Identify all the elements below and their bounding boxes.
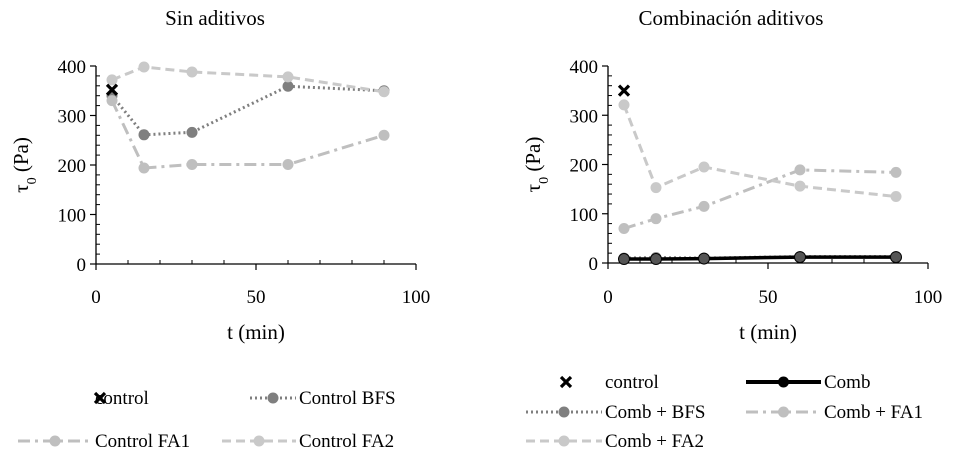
y-tick-label: 0 (589, 254, 599, 275)
legend-marker (778, 376, 789, 388)
legend-item: Control BFS (250, 388, 396, 409)
data-point (106, 74, 118, 86)
series-control (617, 84, 631, 97)
data-point (794, 180, 806, 192)
y-tick-label: 0 (77, 255, 87, 276)
data-point (698, 161, 710, 173)
legend-marker (558, 406, 570, 418)
legend-item: control (559, 372, 659, 393)
legend-label: Comb + BFS (605, 402, 705, 423)
chart-title: Sin aditivos (165, 6, 265, 30)
data-point (186, 159, 198, 171)
legend-item: Comb (746, 372, 870, 393)
series-comb-fa1 (618, 164, 902, 235)
legend-label: Control FA1 (95, 431, 190, 452)
data-point (138, 162, 150, 174)
data-point-x-marker (617, 84, 631, 97)
data-point (618, 223, 630, 235)
y-tick-label: 200 (58, 156, 87, 177)
x-tick-label: 100 (402, 287, 431, 308)
data-point (282, 80, 294, 92)
data-point (890, 251, 902, 264)
x-tick-label: 50 (247, 287, 266, 308)
x-tick-label: 0 (91, 287, 101, 308)
legend-marker (49, 435, 61, 447)
x-axis-label: t (min) (739, 320, 797, 344)
legend-item: Control FA1 (18, 431, 190, 452)
series-line (624, 255, 896, 261)
legend-marker (558, 435, 570, 447)
legend-label: Control FA2 (299, 431, 394, 452)
legend-marker (778, 406, 789, 418)
series-control-fa1 (106, 95, 390, 174)
legend-label: control (95, 388, 149, 409)
legend-marker (253, 435, 265, 447)
series-line (111, 65, 385, 94)
data-point (186, 126, 198, 138)
series-control (105, 83, 119, 96)
data-point (650, 213, 662, 225)
series-comb-fa2 (618, 99, 902, 203)
data-point (186, 66, 198, 78)
data-point (794, 251, 806, 264)
chart-title: Combinación aditivos (639, 6, 824, 30)
data-point (650, 253, 662, 266)
chart-panel-2: Combinación aditivos 0 100 200 300 400 0 50 100 t… (521, 6, 942, 452)
legend-label: Control BFS (299, 388, 396, 409)
data-point (794, 164, 806, 176)
series-line (110, 100, 385, 170)
legend-item: Comb + BFS (526, 402, 705, 423)
data-point (138, 129, 150, 141)
legend-label: Comb + FA1 (824, 402, 923, 423)
legend-label: Comb + FA2 (605, 431, 704, 452)
data-point (618, 99, 630, 111)
series-line (110, 84, 385, 137)
data-point (378, 86, 390, 98)
data-point (698, 200, 710, 212)
legend-item: control (93, 388, 149, 409)
data-point (138, 61, 150, 73)
data-point (378, 129, 390, 141)
data-point (282, 71, 294, 83)
y-axis-label: τ0 (Pa) (9, 137, 40, 193)
x-tick-label: 0 (603, 287, 613, 308)
y-tick-label: 300 (570, 106, 599, 127)
legend-item: Control FA2 (222, 431, 394, 452)
legend-x-marker (93, 391, 107, 405)
legend-marker (267, 392, 279, 404)
y-tick-label: 100 (58, 206, 87, 227)
series-line (622, 104, 897, 199)
y-tick-label: 300 (58, 107, 87, 128)
y-tick-label: 400 (58, 57, 87, 78)
data-point (106, 95, 118, 107)
data-point (698, 252, 710, 265)
legend-label: Comb (824, 372, 870, 393)
legend-label: control (605, 372, 659, 393)
data-point-x-marker (105, 83, 119, 96)
x-tick-label: 50 (759, 287, 778, 308)
series-control-fa2 (106, 61, 390, 98)
legend-item: Comb + FA1 (746, 402, 923, 423)
legend-x-marker (559, 375, 573, 389)
data-point (282, 159, 294, 171)
chart-panel-1: Sin aditivos 0 100 200 300 400 0 50 100 t (min) τ0… (9, 6, 430, 452)
y-tick-label: 100 (570, 205, 599, 226)
legend-item: Comb + FA2 (526, 431, 704, 452)
y-axis-label: τ0 (Pa) (521, 137, 552, 193)
data-point (890, 166, 902, 178)
data-point (650, 182, 662, 194)
y-tick-label: 200 (570, 156, 599, 177)
x-axis-label: t (min) (227, 320, 285, 344)
y-tick-label: 400 (570, 57, 599, 78)
data-point (890, 191, 902, 203)
series-control-bfs (106, 80, 390, 141)
series-comb (618, 251, 902, 266)
data-point (618, 253, 630, 266)
x-tick-label: 100 (914, 287, 943, 308)
